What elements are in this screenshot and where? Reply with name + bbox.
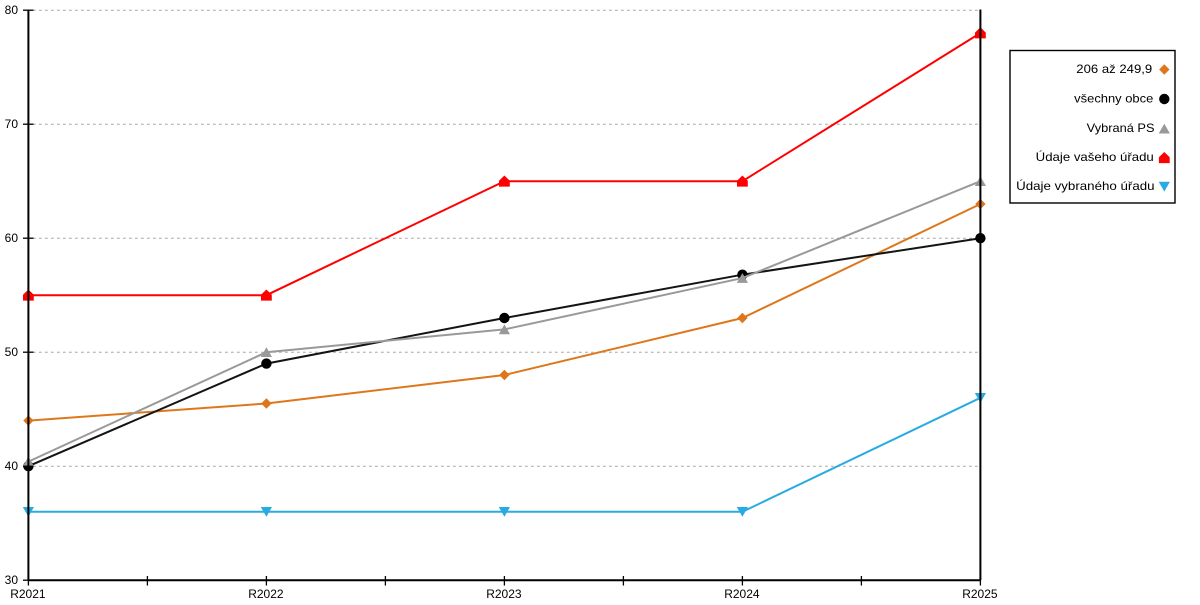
svg-text:30: 30: [5, 573, 19, 587]
svg-text:R2021: R2021: [10, 587, 46, 600]
svg-text:60: 60: [5, 231, 19, 245]
svg-text:Vybraná PS: Vybraná PS: [1087, 121, 1155, 135]
svg-text:R2024: R2024: [724, 587, 760, 600]
svg-text:Údaje vašeho úřadu: Údaje vašeho úřadu: [1036, 149, 1154, 164]
svg-text:70: 70: [5, 117, 19, 131]
svg-text:Údaje vybraného úřadu: Údaje vybraného úřadu: [1016, 178, 1155, 193]
svg-text:50: 50: [5, 345, 19, 359]
svg-text:80: 80: [5, 3, 19, 17]
svg-text:206 až 249,9: 206 až 249,9: [1076, 62, 1152, 76]
svg-text:R2022: R2022: [248, 587, 284, 600]
svg-text:R2025: R2025: [962, 587, 998, 600]
svg-text:všechny obce: všechny obce: [1074, 91, 1153, 105]
svg-text:R2023: R2023: [486, 587, 522, 600]
svg-text:40: 40: [5, 459, 19, 473]
